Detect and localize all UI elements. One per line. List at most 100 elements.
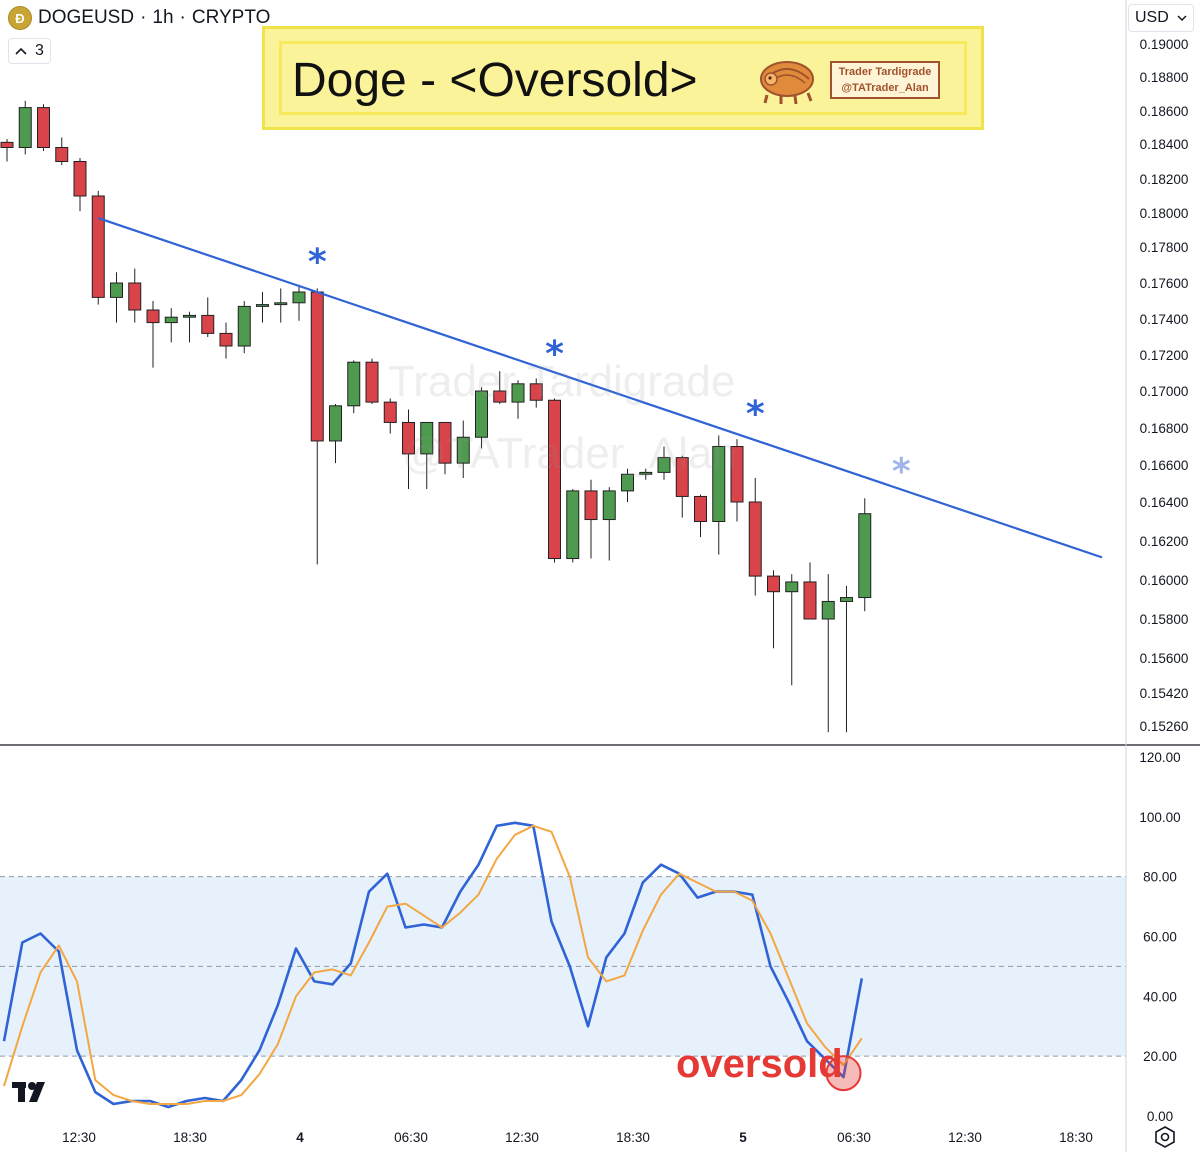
oversold-annotation: oversold	[676, 1042, 843, 1086]
candle-body	[548, 399, 561, 560]
banner-title: Doge - <Oversold>	[292, 54, 698, 107]
chevron-up-icon	[15, 47, 27, 55]
candle-body	[621, 473, 634, 492]
price-tick-label: 0.15800	[1140, 612, 1189, 627]
currency-selector[interactable]: USD	[1128, 4, 1194, 32]
exchange-label: CRYPTO	[191, 7, 271, 28]
candle-body	[438, 421, 452, 464]
price-tick-label: 0.16800	[1140, 421, 1189, 436]
price-tick-label: 0.17200	[1140, 348, 1189, 363]
time-tick-label: 5	[739, 1130, 747, 1145]
candle-body	[183, 314, 196, 318]
candle-body	[730, 446, 744, 503]
candle-body	[493, 390, 507, 403]
candle-body	[347, 361, 361, 407]
time-tick-label: 18:30	[1059, 1130, 1093, 1145]
candle-body	[237, 305, 251, 347]
price-tick-label: 0.18000	[1140, 206, 1189, 221]
banner-frame	[279, 41, 967, 115]
candle-body	[675, 457, 689, 497]
time-tick-label: 12:30	[62, 1130, 96, 1145]
candle-body	[365, 361, 379, 403]
price-tick-label: 0.15260	[1140, 719, 1189, 734]
price-tick-label: 0.16400	[1140, 495, 1189, 510]
candle-body	[383, 401, 397, 423]
candle-body	[803, 581, 817, 620]
resistance-trendline[interactable]	[97, 217, 1103, 559]
candle-body	[55, 147, 69, 162]
brand-box: Trader Tardigrade @TATrader_Alan	[830, 61, 940, 99]
markers-layer: * * * *	[308, 242, 911, 493]
candle-body	[748, 501, 762, 577]
asterisk-icon: *	[892, 452, 911, 493]
stoch-tick-label: 120.00	[1139, 750, 1180, 765]
trendline-layer[interactable]	[97, 217, 1103, 559]
candle-body	[584, 490, 598, 521]
asterisk-icon: *	[545, 334, 564, 375]
time-tick-label: 12:30	[948, 1130, 982, 1145]
stochastic-layer	[2, 821, 864, 1109]
time-tick-label: 12:30	[505, 1130, 539, 1145]
candle-body	[566, 490, 580, 560]
price-tick-label: 0.16000	[1140, 573, 1189, 588]
price-tick-label: 0.16600	[1140, 458, 1189, 473]
interval-label[interactable]: 1h	[152, 7, 174, 28]
title-banner: Doge - <Oversold> Trader Tardigrade @TAT…	[262, 26, 984, 130]
oversold-marker	[825, 1055, 862, 1092]
candle-body	[858, 513, 872, 599]
time-tick-label: 06:30	[394, 1130, 428, 1145]
candle-body	[639, 471, 653, 475]
time-tick-label: 18:30	[173, 1130, 207, 1145]
candle-body	[475, 390, 488, 438]
currency-label: USD	[1135, 9, 1169, 26]
symbol-bar[interactable]: Ð DOGEUSD · 1h · CRYPTO	[8, 6, 270, 30]
stoch-tick-label: 100.00	[1139, 810, 1180, 825]
price-tick-label: 0.17000	[1140, 384, 1189, 399]
brand-handle: @TATrader_Alan	[841, 82, 929, 94]
symbol-name[interactable]: DOGEUSD	[38, 7, 135, 28]
stoch-d-line	[3, 824, 863, 1105]
grid-layer	[0, 876, 1126, 1057]
price-tick-label: 0.15600	[1140, 651, 1189, 666]
time-tick-label: 18:30	[616, 1130, 650, 1145]
candle-body	[73, 161, 87, 197]
separator: ·	[140, 7, 147, 28]
candle-body	[18, 107, 32, 148]
candle-body	[110, 282, 123, 298]
candle-body	[602, 490, 616, 521]
settings-icon[interactable]	[1154, 1126, 1176, 1148]
candle-body	[256, 304, 269, 307]
candle-body	[128, 282, 142, 311]
price-tick-label: 0.18800	[1140, 70, 1189, 85]
candle-body	[310, 291, 324, 442]
price-tick-label: 0.17800	[1140, 240, 1189, 255]
candle-body	[840, 597, 853, 602]
candle-body	[91, 195, 105, 298]
price-tick-label: 0.17600	[1140, 276, 1189, 291]
candle-body	[657, 457, 671, 473]
indicators-collapse-button[interactable]: 3	[8, 38, 51, 64]
candle-body	[712, 446, 726, 522]
candle-body	[219, 332, 233, 347]
chevron-down-icon	[1177, 14, 1187, 21]
tradingview-logo-icon[interactable]	[12, 1080, 54, 1104]
price-tick-label: 0.18400	[1140, 137, 1189, 152]
stoch-tick-label: 20.00	[1143, 1049, 1177, 1064]
time-tick-label: 06:30	[837, 1130, 871, 1145]
stoch-tick-label: 60.00	[1143, 930, 1177, 945]
time-tick-label: 4	[296, 1130, 304, 1145]
candle-body	[420, 421, 434, 455]
candle-body	[164, 316, 178, 324]
candles-layer	[0, 100, 872, 733]
price-tick-label: 0.18200	[1140, 172, 1189, 187]
price-tick-label: 0.16200	[1140, 534, 1189, 549]
candle-body	[292, 291, 306, 304]
candle-body	[329, 405, 342, 442]
indicator-count: 3	[35, 42, 44, 59]
candle-body	[785, 581, 799, 593]
separator: ·	[179, 7, 186, 28]
brand-name: Trader Tardigrade	[838, 66, 932, 78]
tardigrade-logo-icon	[760, 61, 814, 105]
